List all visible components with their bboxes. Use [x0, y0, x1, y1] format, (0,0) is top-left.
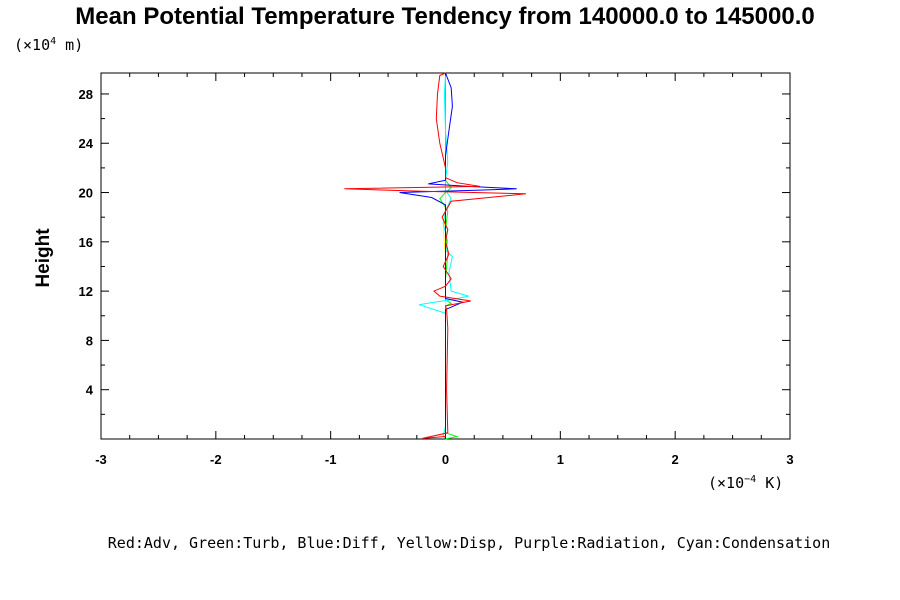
y-axis-ticks: [101, 93, 790, 415]
series-lines: [344, 72, 526, 440]
x-tick-label: 3: [786, 452, 793, 467]
series-line: [418, 75, 469, 440]
x-unit-label: (×10−4 K): [708, 474, 783, 492]
x-tick-label: 0: [442, 452, 449, 467]
x-unit-suffix: K): [756, 474, 783, 492]
y-axis-label: Height: [33, 228, 54, 288]
x-axis-ticks: [100, 73, 791, 439]
series-line: [399, 72, 517, 439]
chart-title: Mean Potential Temperature Tendency from…: [75, 3, 814, 30]
x-tick-label: 1: [557, 452, 564, 467]
series-line: [344, 72, 526, 439]
x-unit-prefix: (×10: [708, 474, 744, 492]
x-tick-label: -3: [95, 452, 107, 467]
y-unit-suffix: m): [56, 36, 83, 54]
series-line: [439, 75, 459, 440]
x-tick-label: 2: [672, 452, 679, 467]
x-tick-label: -2: [210, 452, 222, 467]
y-tick-label: 20: [79, 186, 93, 201]
y-axis-tick-labels: 4 8 12 16 20 24 28: [79, 87, 94, 398]
y-tick-label: 12: [79, 284, 93, 299]
y-unit-prefix: (×10: [14, 36, 50, 54]
x-axis-tick-labels: -3 -2 -1 0 1 2 3: [95, 452, 793, 467]
y-tick-label: 8: [86, 333, 93, 348]
legend-text: Red:Adv, Green:Turb, Blue:Diff, Yellow:D…: [108, 534, 830, 552]
y-tick-label: 16: [79, 235, 93, 250]
y-unit-exponent: 4: [50, 36, 56, 47]
y-unit-label: (×104 m): [14, 36, 83, 54]
y-tick-label: 4: [86, 383, 94, 398]
x-tick-label: -1: [325, 452, 337, 467]
y-tick-label: 24: [79, 136, 94, 151]
y-tick-label: 28: [79, 87, 93, 102]
x-unit-exponent: −4: [744, 474, 756, 485]
